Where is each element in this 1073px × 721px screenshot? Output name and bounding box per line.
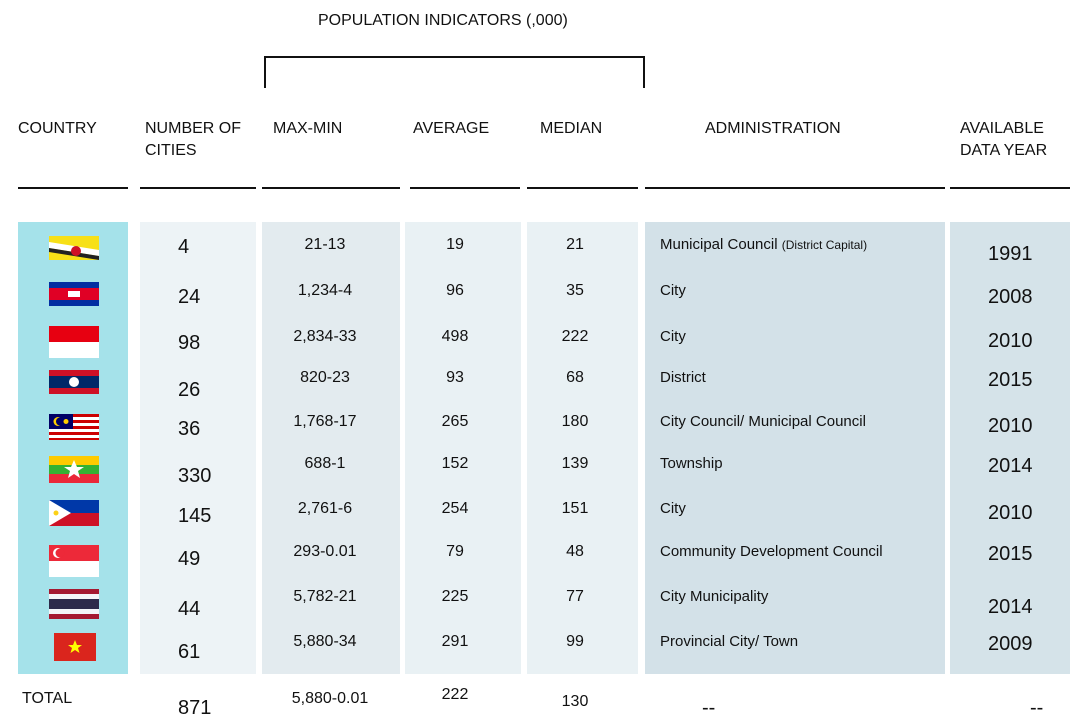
admin: City [660, 328, 686, 345]
range: 1,768-17 [293, 413, 357, 431]
year: 2015 [988, 543, 1033, 565]
average: 152 [441, 455, 469, 473]
cities: 36 [178, 418, 201, 440]
cities: 49 [178, 548, 201, 570]
total-range: 5,880-0.01 [291, 690, 369, 708]
year-bg [950, 222, 1070, 674]
median: 151 [561, 500, 589, 518]
total-year: -- [1030, 697, 1044, 719]
median: 77 [566, 588, 584, 606]
average: 498 [441, 328, 469, 346]
column-header: ADMINISTRATION [705, 120, 841, 137]
admin-note: (District Capital) [781, 238, 868, 252]
average: 291 [441, 633, 469, 651]
median: 99 [566, 633, 584, 651]
year: 2008 [988, 286, 1033, 308]
median: 222 [561, 328, 589, 346]
median: 180 [561, 413, 589, 431]
header-underline [645, 187, 945, 189]
year: 2009 [988, 633, 1033, 655]
admin: City [660, 282, 686, 299]
range: 820-23 [300, 369, 350, 387]
range-bg [262, 222, 400, 674]
average-bg [405, 222, 521, 674]
header-underline [410, 187, 520, 189]
admin: Provincial City/ Town [660, 633, 799, 650]
admin: Township [660, 455, 723, 472]
median-bg [527, 222, 638, 674]
range: 293-0.01 [293, 543, 357, 561]
year: 1991 [988, 243, 1033, 265]
year: 2010 [988, 415, 1033, 437]
column-header: AVERAGE [413, 120, 490, 137]
cities: 24 [178, 286, 201, 308]
column-header: AVAILABLE DATA YEAR [960, 120, 1048, 159]
total-cities: 871 [178, 697, 212, 719]
median: 21 [566, 236, 584, 254]
total-label: TOTAL [22, 690, 73, 707]
total-average: 222 [441, 686, 469, 704]
median: 48 [566, 543, 584, 561]
cities-bg [140, 222, 256, 674]
average: 254 [441, 500, 469, 518]
range: 688-1 [304, 455, 346, 473]
year: 2010 [988, 330, 1033, 352]
flags [49, 236, 99, 661]
average: 96 [446, 282, 464, 300]
range: 2,834-33 [293, 328, 357, 346]
year: 2014 [988, 596, 1033, 618]
column-header: COUNTRY [18, 120, 97, 137]
admin: City Municipality [660, 588, 769, 605]
admin: Community Development Council [660, 543, 883, 560]
cities: 330 [178, 465, 212, 487]
average: 225 [441, 588, 469, 606]
header-underline [262, 187, 400, 189]
average: 19 [446, 236, 464, 254]
median: 35 [566, 282, 584, 300]
median: 68 [566, 369, 584, 387]
admin: City [660, 500, 686, 517]
admin: District [660, 369, 706, 386]
admin: City Council/ Municipal Council [660, 413, 866, 430]
total-admin: -- [702, 697, 716, 719]
average: 79 [446, 543, 464, 561]
header-underline [527, 187, 638, 189]
cities: 4 [178, 236, 190, 258]
range: 2,761-6 [297, 500, 353, 518]
column-header: NUMBER OF CITIES [145, 120, 241, 159]
cities: 26 [178, 379, 201, 401]
cities: 61 [178, 641, 201, 663]
column-header: MEDIAN [540, 120, 603, 137]
bracket [264, 56, 645, 88]
year: 2015 [988, 369, 1033, 391]
header-underline [18, 187, 128, 189]
range: 5,880-34 [293, 633, 357, 651]
header-underline [140, 187, 256, 189]
range: 21-13 [304, 236, 346, 254]
cities: 145 [178, 505, 212, 527]
cities: 98 [178, 332, 201, 354]
cities: 44 [178, 598, 201, 620]
total-median: 130 [561, 693, 589, 711]
range: 1,234-4 [297, 282, 353, 300]
admin: Municipal Council (District Capital) [660, 236, 868, 253]
group-title: POPULATION INDICATORS (,000) [318, 12, 568, 29]
median: 139 [561, 455, 589, 473]
header-underline [950, 187, 1070, 189]
year: 2010 [988, 502, 1033, 524]
column-header: MAX-MIN [273, 120, 343, 137]
average: 265 [441, 413, 469, 431]
admin-bg [645, 222, 945, 674]
average: 93 [446, 369, 464, 387]
year: 2014 [988, 455, 1033, 477]
range: 5,782-21 [293, 588, 357, 606]
